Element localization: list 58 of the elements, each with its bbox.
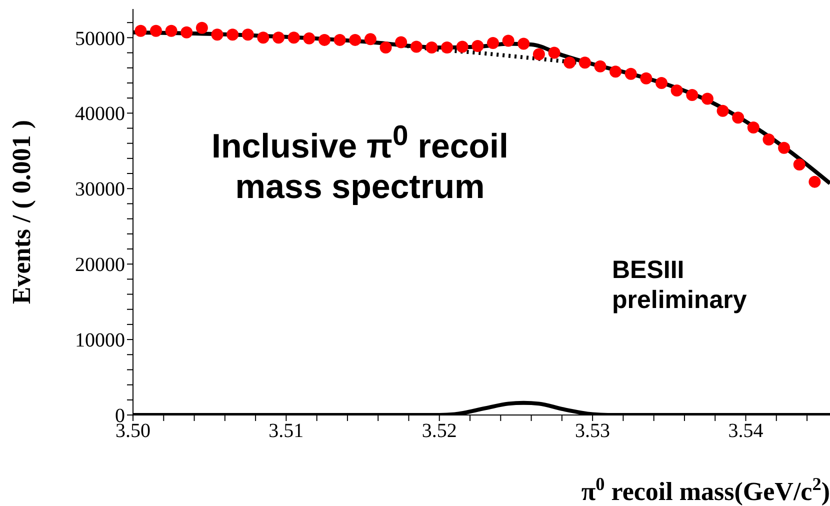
point (410, 40, 422, 53)
x-axis-title: π$^{0}$ recoil mass(GeV/c$^{2}$) (581, 474, 830, 506)
point (395, 36, 408, 48)
point (655, 76, 668, 89)
point (303, 32, 316, 44)
point (242, 28, 254, 41)
x-tick-label: 3.54 (728, 420, 764, 442)
y-tick-label: 10000 (75, 330, 125, 352)
point (624, 68, 637, 80)
x-tick-label: 3.53 (575, 420, 610, 442)
point (578, 56, 591, 69)
point (747, 121, 760, 134)
point (808, 176, 821, 188)
point (134, 24, 147, 37)
annotation: BESIII preliminary (612, 255, 748, 315)
point (502, 34, 514, 47)
point (349, 34, 362, 46)
point (334, 34, 346, 46)
point (380, 41, 392, 54)
y-tick-label: 20000 (75, 254, 125, 276)
point (288, 32, 300, 44)
point (686, 89, 698, 102)
point (472, 40, 484, 52)
point (211, 28, 224, 41)
point (180, 26, 193, 38)
point (532, 48, 545, 60)
point (778, 142, 790, 154)
point (610, 66, 622, 78)
point (364, 33, 376, 46)
annotation: Inclusive π$^{0}$ recoil mass spectrum (210, 120, 510, 208)
point (196, 22, 208, 34)
point (257, 32, 270, 44)
point (165, 24, 178, 37)
point (548, 46, 560, 59)
x-tick-label: 3.52 (422, 420, 457, 442)
point (564, 56, 576, 69)
point (318, 34, 330, 46)
y-tick-label: 30000 (75, 178, 125, 201)
point (716, 104, 729, 117)
point (426, 41, 438, 54)
point (670, 84, 683, 96)
point (762, 134, 775, 146)
point (150, 24, 162, 37)
point (486, 36, 499, 49)
point (441, 41, 454, 54)
x-tick-label: 3.51 (268, 420, 304, 442)
point (272, 32, 285, 44)
point (793, 158, 806, 170)
point (226, 28, 239, 41)
point (732, 112, 744, 124)
point (594, 60, 606, 72)
y-axis-title: Events / ( 0.001 ) (7, 120, 36, 304)
point (456, 40, 468, 53)
point (518, 38, 530, 50)
y-tick-label: 50000 (75, 28, 125, 50)
point (701, 92, 714, 105)
point (640, 72, 652, 84)
y-tick-label: 40000 (75, 103, 125, 126)
